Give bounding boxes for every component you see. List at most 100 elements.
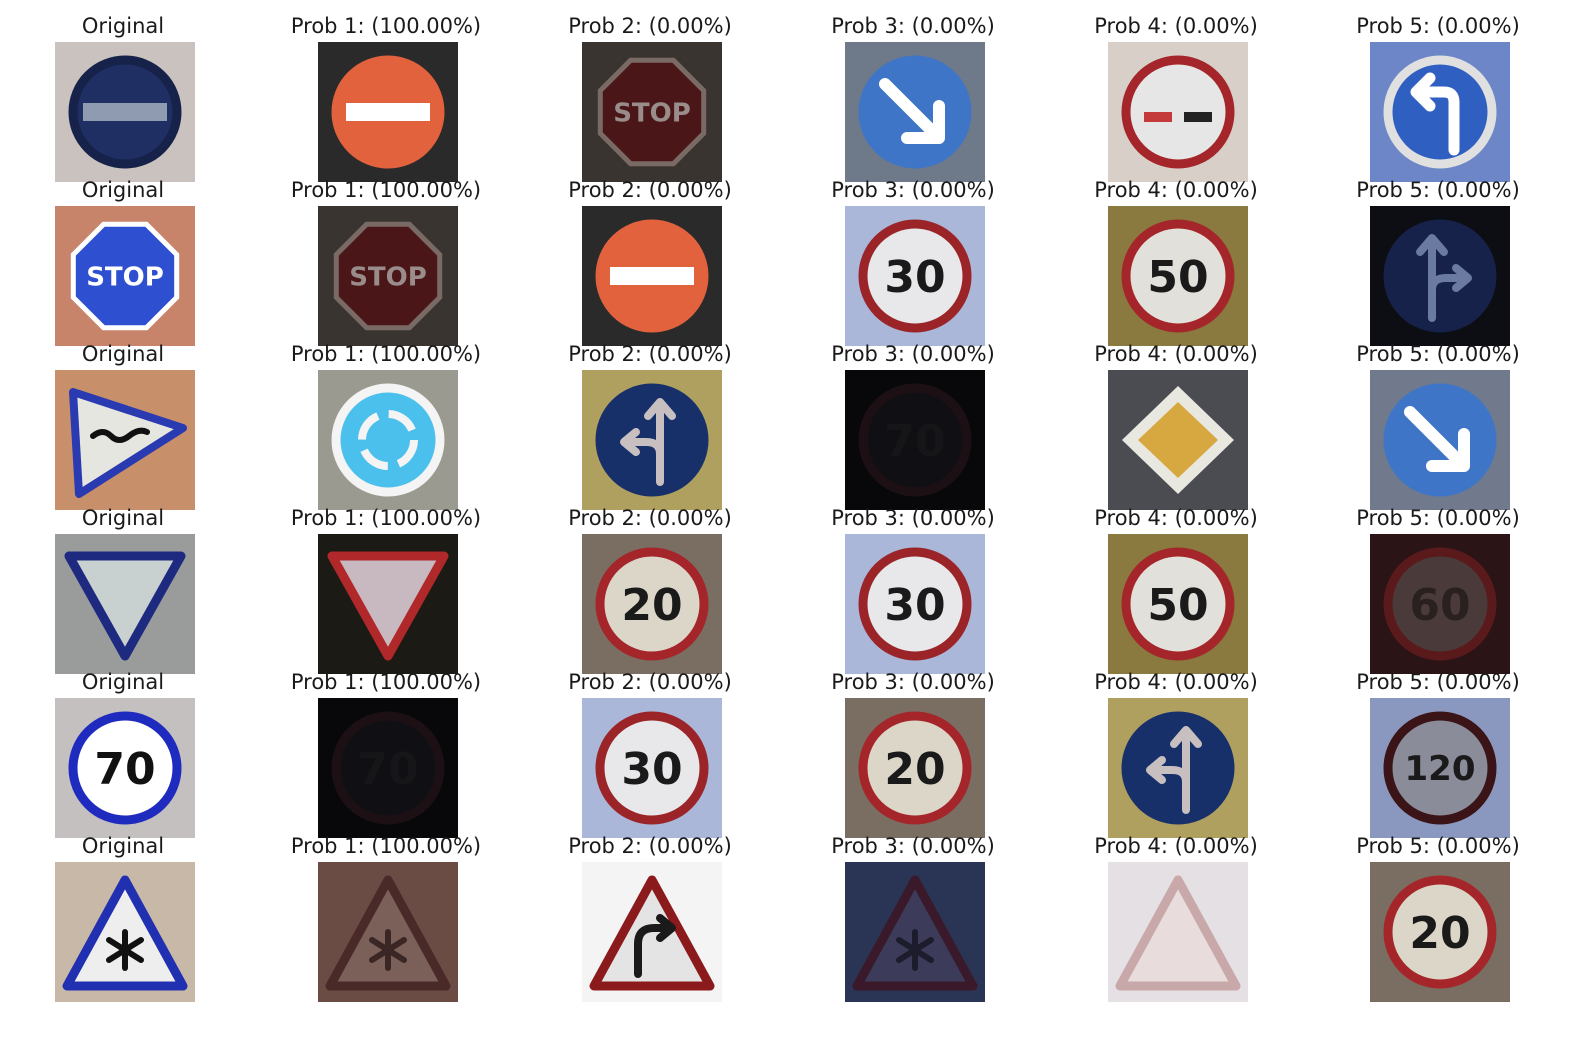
probability-title: Prob 3: (0.00%) [831,834,995,858]
prediction-cell: Prob 3: (0.00%) 30 [763,504,1063,676]
prediction-cell: Prob 3: (0.00%) 20 [763,668,1063,840]
speed-limit-70-dark-icon: 70 [318,698,458,838]
speed-limit-20-icon: 20 [845,698,985,838]
probability-title: Prob 1: (100.00%) [290,670,482,694]
original-cell: Original STOP [0,176,273,348]
arrow-down-right-icon [845,42,985,182]
snow-warning-blue-icon [55,862,195,1002]
prediction-cell: Prob 4: (0.00%) 50 [1026,504,1326,676]
original-title: Original [81,670,165,694]
original-cell: Original 70 [0,668,273,840]
prediction-cell: Prob 2: (0.00%) [500,832,800,1004]
arrow-down-right-icon [1370,370,1510,510]
probability-title: Prob 2: (0.00%) [568,834,732,858]
original-title: Original [81,14,165,38]
probability-title: Prob 2: (0.00%) [568,342,732,366]
speed-limit-50-icon: 50 [1108,534,1248,674]
curve-right-icon [582,862,722,1002]
yield-icon [318,534,458,674]
speed-limit-30-icon: 30 [845,206,985,346]
probability-title: Prob 1: (100.00%) [290,834,482,858]
prediction-cell: Prob 4: (0.00%) [1026,340,1326,512]
stop-sign-icon: STOP [318,206,458,346]
original-title: Original [81,178,165,202]
prediction-cell: Prob 3: (0.00%) [763,832,1063,1004]
original-cell: Original [0,340,273,512]
prediction-cell: Prob 1: (100.00%) STOP [236,176,536,348]
prediction-cell: Prob 5: (0.00%) 60 [1288,504,1588,676]
probability-title: Prob 4: (0.00%) [1094,14,1258,38]
snow-warning-icon [318,862,458,1002]
speed-limit-60-dark-icon: 60 [1370,534,1510,674]
probability-title: Prob 5: (0.00%) [1356,670,1520,694]
prediction-cell: Prob 3: (0.00%) 70 [763,340,1063,512]
probability-title: Prob 3: (0.00%) [831,342,995,366]
prediction-cell: Prob 4: (0.00%) [1026,832,1326,1004]
sign-label: 30 [884,252,945,303]
no-passing-icon [1108,42,1248,182]
sign-label: 60 [1409,580,1470,631]
sign-label: 70 [94,744,155,795]
speed-limit-50-icon: 50 [1108,206,1248,346]
sign-label: 70 [357,744,418,795]
roundabout-icon [318,370,458,510]
no-entry-blue-icon [55,42,195,182]
probability-title: Prob 1: (100.00%) [290,178,482,202]
probability-title: Prob 3: (0.00%) [831,178,995,202]
prediction-cell: Prob 3: (0.00%) 30 [763,176,1063,348]
prediction-cell: Prob 1: (100.00%) [236,832,536,1004]
stop-sign-icon: STOP [582,42,722,182]
original-cell: Original [0,832,273,1004]
sign-label: STOP [349,262,427,292]
probability-title: Prob 1: (100.00%) [290,506,482,530]
prediction-cell: Prob 4: (0.00%) [1026,12,1326,184]
original-cell: Original [0,504,273,676]
probability-title: Prob 4: (0.00%) [1094,342,1258,366]
stop-sign-blue-icon: STOP [55,206,195,346]
yield-blue-icon [55,534,195,674]
speed-limit-20-icon: 20 [1370,862,1510,1002]
prediction-cell: Prob 1: (100.00%) [236,12,536,184]
prediction-cell: Prob 2: (0.00%) [500,340,800,512]
sign-label: 20 [1409,908,1470,959]
sign-label: STOP [613,98,691,128]
prediction-cell: Prob 1: (100.00%) [236,340,536,512]
probability-title: Prob 2: (0.00%) [568,670,732,694]
sign-label: 30 [621,744,682,795]
probability-title: Prob 5: (0.00%) [1356,14,1520,38]
prediction-cell: Prob 2: (0.00%) 30 [500,668,800,840]
probability-title: Prob 3: (0.00%) [831,506,995,530]
probability-title: Prob 1: (100.00%) [290,14,482,38]
prediction-cell: Prob 5: (0.00%) [1288,12,1588,184]
probability-title: Prob 4: (0.00%) [1094,670,1258,694]
no-entry-icon [318,42,458,182]
priority-road-icon [1108,370,1248,510]
sign-label: 50 [1147,580,1208,631]
sign-label: 120 [1405,749,1476,789]
probability-title: Prob 4: (0.00%) [1094,178,1258,202]
prediction-cell: Prob 5: (0.00%) [1288,340,1588,512]
straight-or-right-icon [1370,206,1510,346]
prediction-cell: Prob 1: (100.00%) 70 [236,668,536,840]
sign-label: 20 [884,744,945,795]
sign-label: 30 [884,580,945,631]
speed-limit-120-icon: 120 [1370,698,1510,838]
prediction-cell: Prob 3: (0.00%) [763,12,1063,184]
turn-left-icon [1370,42,1510,182]
prediction-cell: Prob 2: (0.00%) STOP [500,12,800,184]
straight-or-left-icon [582,370,722,510]
no-entry-icon [582,206,722,346]
probability-title: Prob 2: (0.00%) [568,14,732,38]
probability-title: Prob 2: (0.00%) [568,178,732,202]
original-title: Original [81,834,165,858]
probability-title: Prob 5: (0.00%) [1356,506,1520,530]
straight-or-left-icon [1108,698,1248,838]
warning-blurry-icon [1108,862,1248,1002]
original-title: Original [81,506,165,530]
sign-label: 20 [621,580,682,631]
yield-pointing-right-icon [55,370,195,510]
original-title: Original [81,342,165,366]
prediction-cell: Prob 1: (100.00%) [236,504,536,676]
sign-label: 50 [1147,252,1208,303]
